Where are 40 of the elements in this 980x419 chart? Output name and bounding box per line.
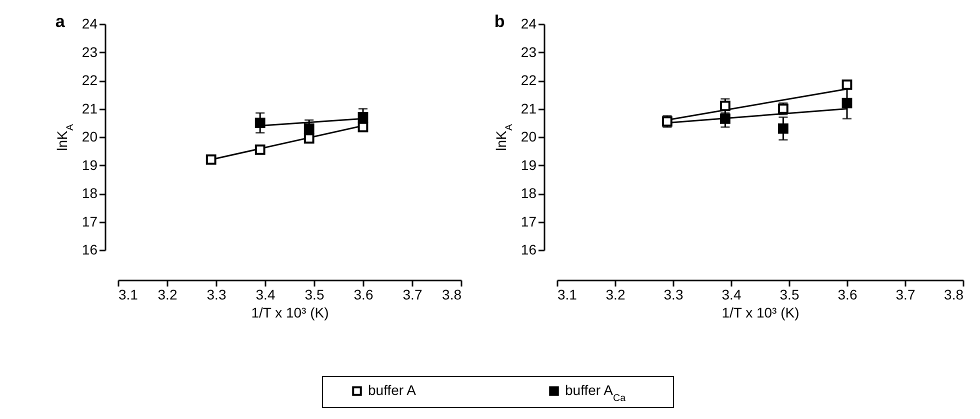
y-tick-label: 22 [520, 72, 537, 88]
x-tick-label: 3.5 [780, 286, 800, 302]
y-tick-label: 19 [82, 156, 98, 173]
x-tick-label: 3.4 [256, 286, 276, 302]
y-tick-label: 17 [520, 213, 537, 230]
x-tick-label: 3.3 [664, 286, 684, 302]
y-tick-label: 23 [520, 44, 537, 60]
y-tick-label: 22 [82, 72, 98, 88]
x-tick-label: 3.4 [722, 286, 742, 302]
x-tick-label: 3.7 [896, 286, 916, 302]
x-tick-label: 3.6 [354, 286, 374, 302]
x-tick-label: 3.3 [206, 286, 226, 302]
chart-title: a [55, 12, 66, 31]
x-tick-label: 3.7 [402, 286, 422, 302]
chart-title: b [494, 12, 505, 31]
x-tick-label: 3.5 [304, 286, 324, 302]
y-tick-label: 21 [520, 100, 537, 116]
x-axis-title: 1/T x 10³ (K) [251, 304, 329, 320]
y-tick-label: 19 [520, 156, 537, 173]
y-tick-label: 16 [82, 242, 98, 258]
x-tick-label: 3.8 [944, 286, 964, 302]
y-tick-label: 24 [520, 16, 537, 32]
legend-label: buffer A$_{Ca}$ [565, 382, 626, 404]
y-tick-label: 18 [520, 185, 537, 201]
y-tick-label: 18 [82, 185, 98, 201]
x-tick-label: 3.1 [558, 286, 578, 302]
y-tick-label: 21 [82, 100, 98, 116]
x-tick-label: 3.8 [442, 286, 462, 302]
x-tick-label: 3.6 [838, 286, 858, 302]
x-tick-label: 3.1 [118, 286, 138, 302]
y-tick-label: 23 [82, 44, 98, 60]
y-tick-label: 17 [82, 213, 98, 230]
y-tick-label: 16 [520, 242, 537, 258]
y-tick-label: 20 [82, 128, 98, 144]
x-tick-label: 3.2 [158, 286, 178, 302]
x-axis-title: 1/T x 10³ (K) [722, 304, 800, 320]
y-tick-label: 20 [520, 128, 537, 144]
legend-label: buffer A [368, 382, 417, 398]
y-tick-label: 24 [82, 16, 98, 32]
x-tick-label: 3.2 [606, 286, 626, 302]
